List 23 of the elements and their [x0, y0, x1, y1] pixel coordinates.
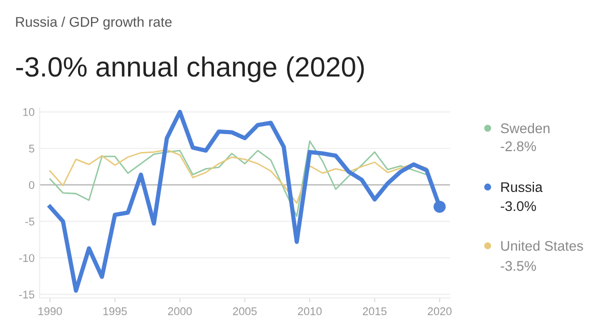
- chart-title: -3.0% annual change (2020): [16, 56, 364, 82]
- x-tick-label: 2015: [362, 307, 387, 316]
- y-tick-label: 10: [23, 108, 34, 116]
- text: Russia / GDP growth rate: [16, 16, 172, 30]
- y-tick-label: -10: [19, 254, 34, 262]
- text: -3.5%: [500, 261, 536, 271]
- y-tick-label: 5: [29, 144, 34, 153]
- legend-label: United States: [501, 240, 584, 251]
- legend-label: Sweden: [500, 123, 550, 134]
- line-series: [49, 140, 428, 217]
- y-tick-label: -5: [25, 218, 34, 226]
- x-tick-label: 2010: [298, 307, 322, 316]
- line-series: [49, 149, 428, 204]
- x-tick-label: 2005: [233, 307, 257, 316]
- legend-label: Russia: [501, 182, 543, 192]
- x-tick-label: 2000: [168, 307, 192, 316]
- y-tick-label: -15: [19, 290, 34, 298]
- y-tick-label: 0: [28, 181, 34, 190]
- x-tick-label: 1990: [38, 307, 62, 316]
- text: -3.0%: [500, 201, 536, 212]
- x-tick-label: 1995: [103, 307, 127, 316]
- text: -2.8%: [500, 141, 536, 152]
- x-tick-label: 2020: [428, 307, 452, 316]
